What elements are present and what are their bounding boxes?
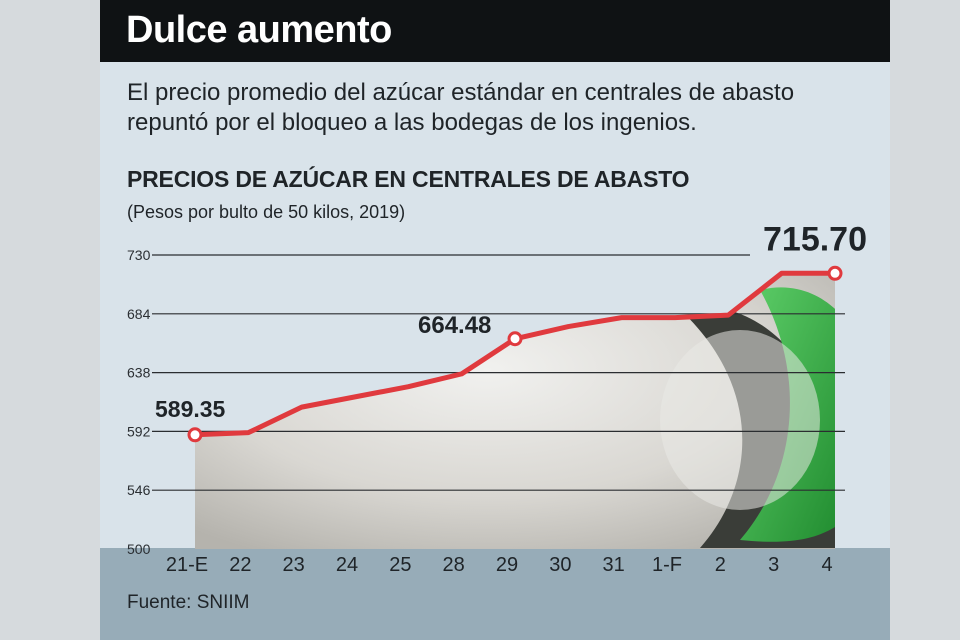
y-tick-label: 638 xyxy=(127,365,151,381)
footer-band xyxy=(100,548,890,640)
subtitle: El precio promedio del azúcar estándar e… xyxy=(127,79,795,136)
data-labels: 589.35 664.48 715.70 xyxy=(155,220,867,422)
infographic-panel: Dulce aumento El precio promedio del azú… xyxy=(100,0,890,640)
grid xyxy=(152,254,845,491)
x-tick-label: 31 xyxy=(603,554,625,576)
header-bar: Dulce aumento xyxy=(100,0,890,62)
markers xyxy=(187,265,843,443)
y-tick-label: 684 xyxy=(127,306,151,322)
y-tick-label: 592 xyxy=(127,423,151,439)
y-tick-label: 500 xyxy=(127,541,151,557)
x-tick-label: 3 xyxy=(768,554,779,576)
y-tick-label: 546 xyxy=(127,482,151,498)
x-tick-label: 2 xyxy=(715,554,726,576)
x-tick-label: 25 xyxy=(389,554,411,576)
data-point-marker xyxy=(507,331,523,347)
data-point-marker xyxy=(827,265,843,281)
x-axis: 21-E 22 23 24 25 28 29 30 31 1-F 2 3 4 xyxy=(166,554,833,576)
y-tick-label: 730 xyxy=(127,247,151,263)
chart-subtitle: (Pesos por bulto de 50 kilos, 2019) xyxy=(127,202,406,222)
y-axis: 500 546 592 638 684 730 xyxy=(127,247,151,557)
x-tick-label: 4 xyxy=(821,554,832,576)
x-tick-label: 1-F xyxy=(652,554,682,576)
page-title: Dulce aumento xyxy=(126,9,392,51)
x-tick-label: 24 xyxy=(336,554,358,576)
x-tick-label: 28 xyxy=(443,554,465,576)
x-tick-label: 30 xyxy=(549,554,571,576)
x-tick-label: 29 xyxy=(496,554,518,576)
x-tick-label: 21-E xyxy=(166,554,208,576)
source-note: Fuente: SNIIM xyxy=(127,592,250,613)
sugar-photo xyxy=(195,273,835,549)
data-label: 589.35 xyxy=(155,396,226,422)
x-tick-label: 23 xyxy=(283,554,305,576)
data-label: 715.70 xyxy=(763,220,867,258)
x-tick-label: 22 xyxy=(229,554,251,576)
data-point-marker xyxy=(187,427,203,443)
chart-title: PRECIOS DE AZÚCAR EN CENTRALES DE ABASTO xyxy=(127,166,690,192)
data-label: 664.48 xyxy=(418,312,491,339)
